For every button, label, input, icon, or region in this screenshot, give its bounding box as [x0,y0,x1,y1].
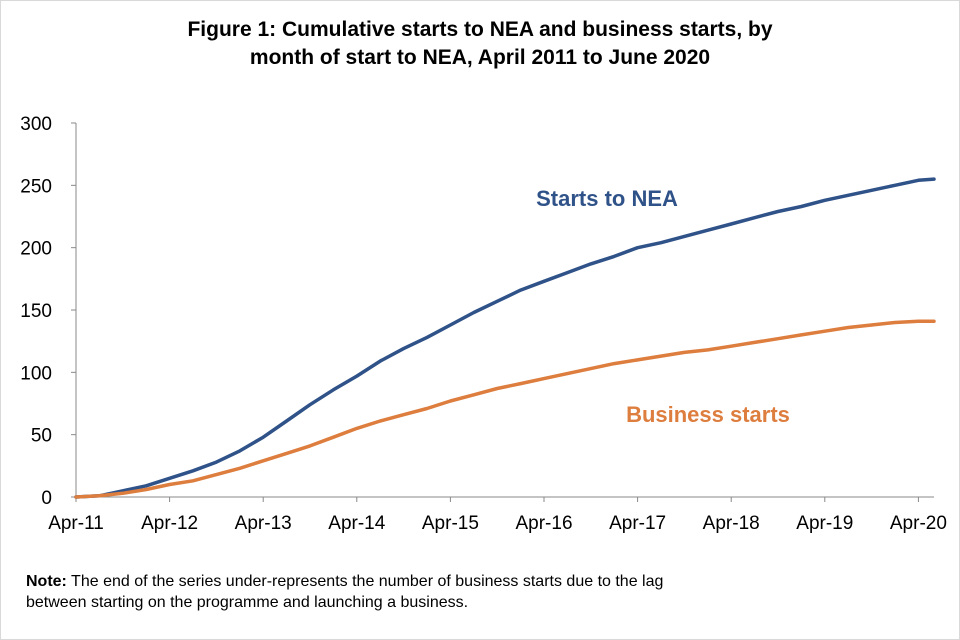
x-tick-label: Apr-17 [609,513,666,534]
chart-title-line-2: month of start to NEA, April 2011 to Jun… [249,46,711,69]
series-label-business-starts: Business starts [626,402,790,427]
chart-note: Note: The end of the series under-repres… [26,571,926,613]
x-tick-label: Apr-13 [235,513,292,534]
series-line-business-starts [74,319,936,499]
x-tick-label: Apr-18 [703,513,760,534]
y-tick-label: 250 [20,176,52,197]
series-label-starts-to-nea: Starts to NEA [536,186,678,211]
y-tick-label: 0 [41,488,52,509]
x-tick-label: Apr-12 [141,513,198,534]
x-tick-label: Apr-19 [796,513,853,534]
note-label: Note: [26,573,67,590]
y-tick-label: 50 [31,426,52,447]
x-tick-label: Apr-20 [890,513,947,534]
series-line-starts-to-nea [74,177,936,499]
y-tick-label: 200 [20,239,52,260]
x-tick-label: Apr-11 [48,513,104,534]
x-tick-label: Apr-15 [422,513,479,534]
chart-axes: 0 50 100 150 200 250 300 Apr-11 Apr-12 Apr-13 Apr-… [20,114,947,534]
y-tick-label: 100 [20,363,52,384]
chart-title: Figure 1: Cumulative starts to NEA and b… [0,16,960,72]
y-tick-label: 150 [20,301,52,322]
y-tick-label: 300 [20,114,52,135]
chart-title-line-1: Figure 1: Cumulative starts to NEA and b… [187,18,773,41]
chart-series [74,177,936,499]
series-labels: Starts to NEA Business starts [536,186,790,427]
x-tick-label: Apr-16 [515,513,572,534]
note-text-line-1: The end of the series under-represents t… [71,573,664,590]
x-tick-label: Apr-14 [328,513,385,534]
note-text-line-2: between starting on the programme and la… [26,594,469,611]
